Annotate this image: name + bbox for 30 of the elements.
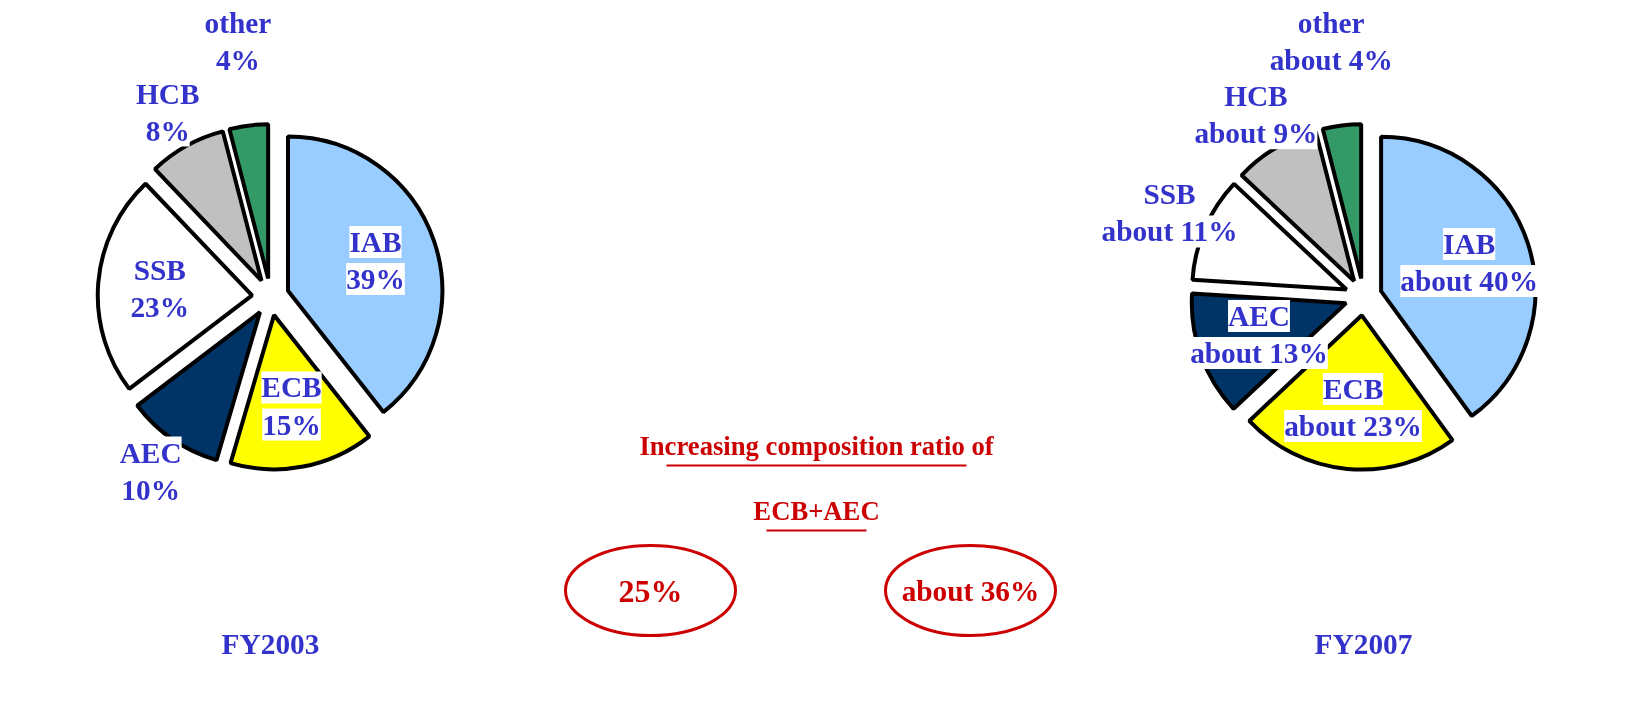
slice-label: AEC [119,436,182,469]
data-label: 39% [346,263,405,296]
slice-label: HCB [135,77,200,110]
slice-label: SSB [133,253,186,286]
slice-label: HCB [1224,80,1288,113]
text: FY2007 [1314,627,1413,660]
slice-label: AEC [1228,300,1290,332]
data-label: 10% [121,473,180,506]
text: ECB+AEC [753,495,880,526]
data-label: about 11% [1101,215,1238,248]
data-label: 8% [145,114,190,147]
data-label: 15% [262,408,321,441]
data-label: 23% [130,290,190,323]
slice-label: ECB [1322,373,1384,405]
data-label: about 40% [1400,265,1539,298]
text: FY2003 [221,627,320,660]
data-label: about 9% [1194,117,1318,150]
text: 25% [618,572,683,609]
data-label: about 23% [1284,410,1422,443]
slice-label: IAB [1443,228,1496,261]
data-label: about 13% [1190,337,1328,370]
slice-label: other [204,6,272,39]
slice-label: ECB [261,371,322,404]
data-label: about 4% [1269,43,1393,76]
slice-label: other [1297,6,1365,39]
data-label: 4% [215,43,260,76]
slice-label: SSB [1143,178,1196,211]
text: about 36% [901,574,1040,607]
text: Increasing composition ratio of [639,430,995,461]
slice-label: IAB [349,226,402,258]
